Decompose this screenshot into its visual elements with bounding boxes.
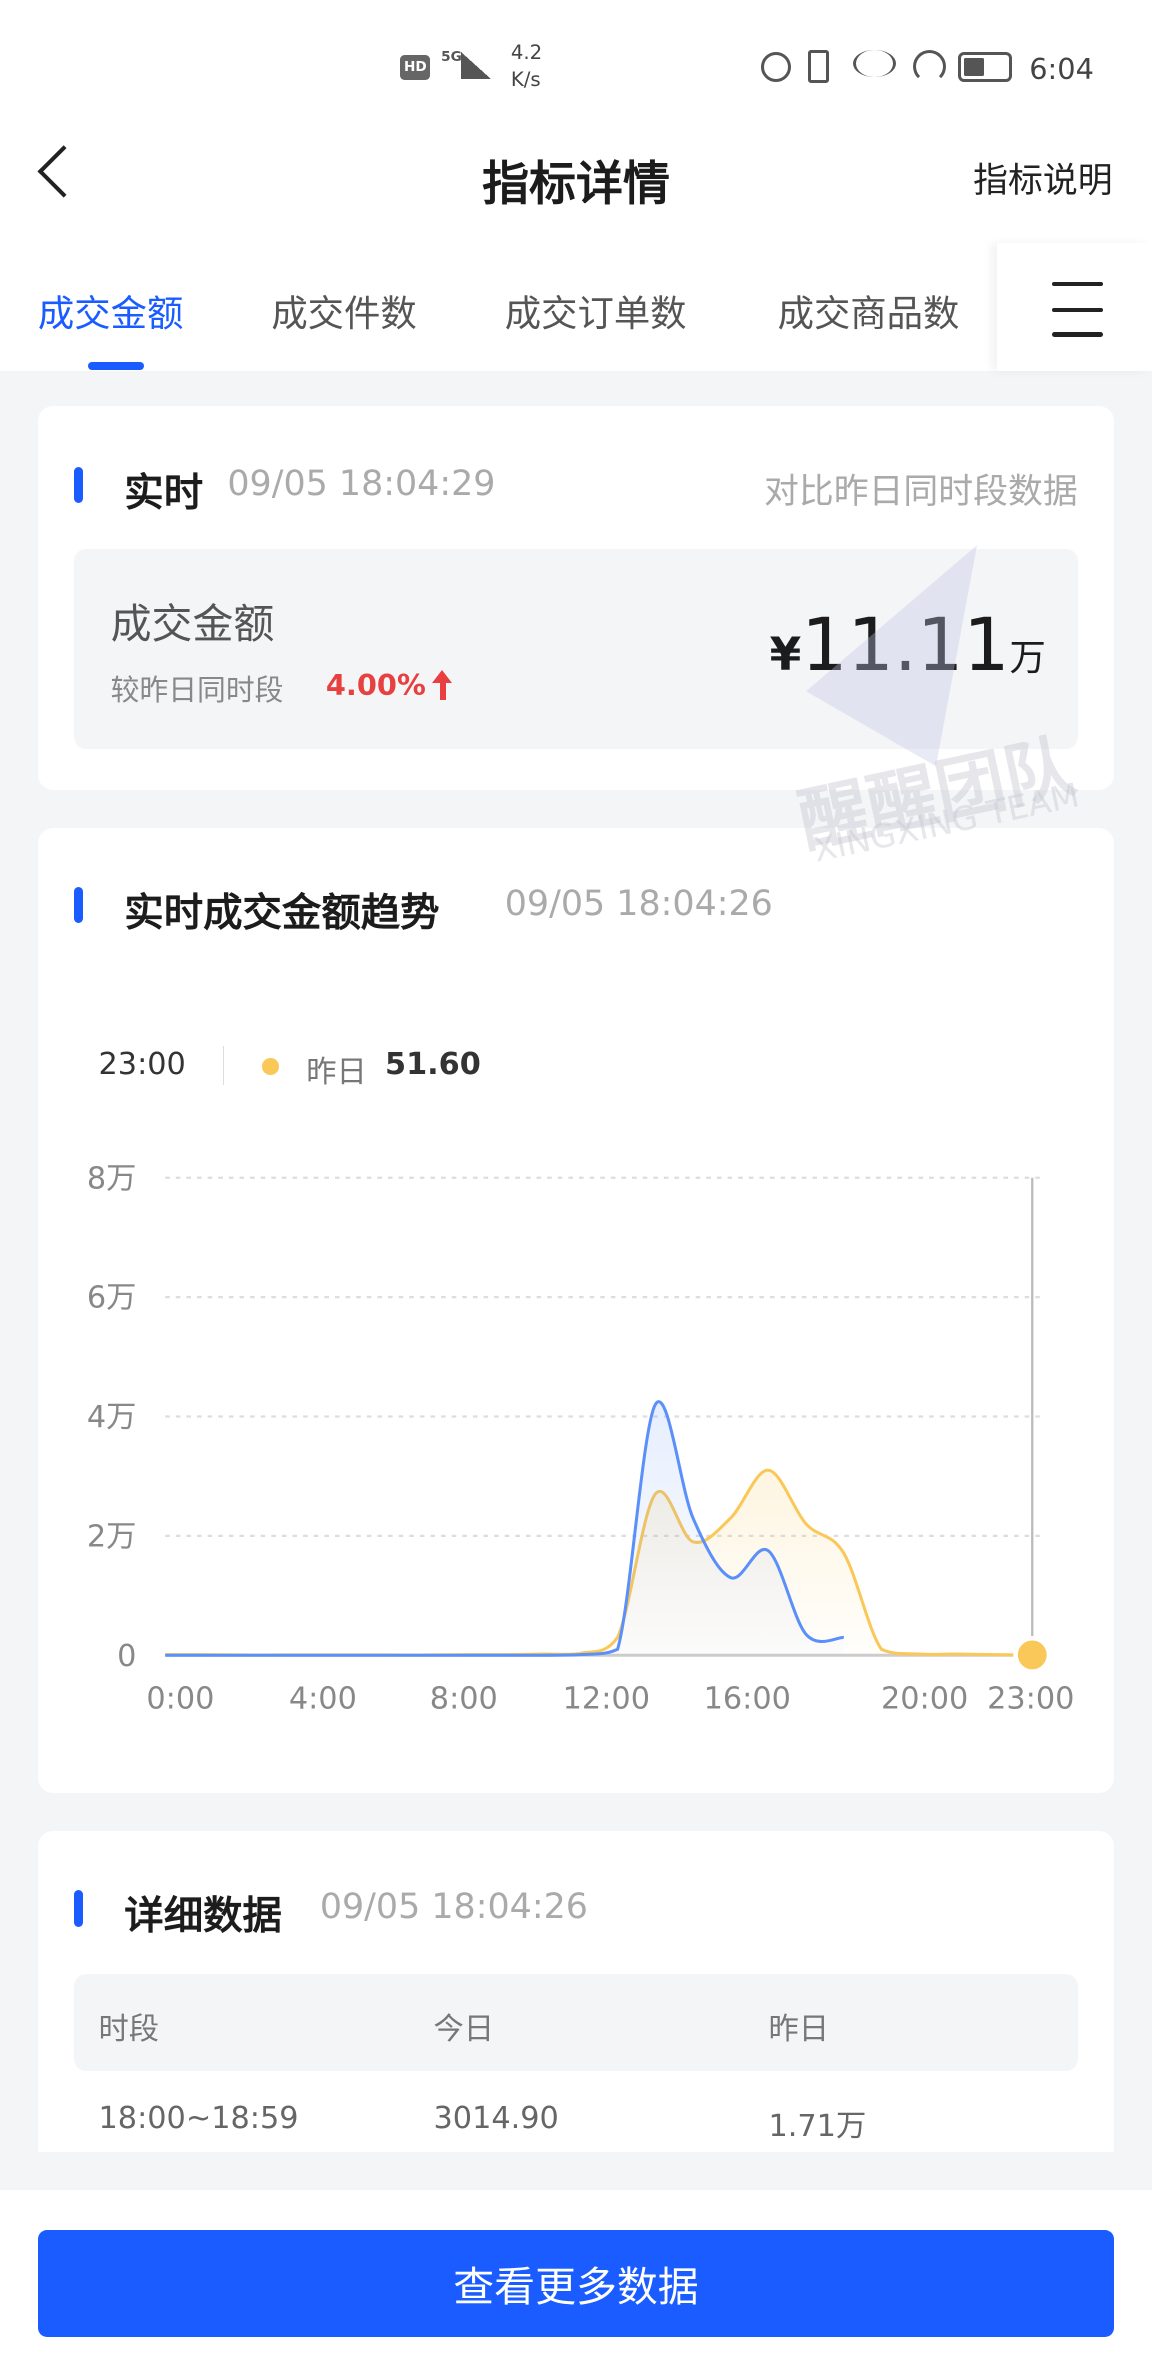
header xyxy=(0,133,1152,372)
realtime-timestamp: 09/05 18:04:29 xyxy=(227,463,496,504)
cell-period: 18:00~18:59 xyxy=(98,2100,299,2136)
series-line-today xyxy=(165,1400,844,1657)
x-tick-label: 20:00 xyxy=(881,1681,968,1716)
y-tick-label: 2万 xyxy=(87,1519,137,1554)
column-header-yesterday: 昨日 xyxy=(768,2011,830,2047)
metric-summary-box xyxy=(74,548,1078,749)
x-tick-label: 0:00 xyxy=(146,1681,214,1716)
series-area-today xyxy=(165,1401,844,1656)
y-tick-label: 4万 xyxy=(87,1400,137,1435)
currency-symbol: ¥ xyxy=(769,628,802,682)
tab-transaction-products[interactable]: 成交商品数 xyxy=(777,291,960,335)
x-tick-label: 16:00 xyxy=(704,1681,791,1716)
trend-chart[interactable]: 0 2万 4万 6万 8万 0:00 4:00 8:00 12:00 16:00 20:00 23:0… xyxy=(0,0,1152,1819)
signal-label: 5G xyxy=(441,48,462,65)
compare-label: 较昨日同时段 xyxy=(110,673,284,708)
trend-title: 实时成交金额趋势 xyxy=(124,889,440,936)
cell-yesterday: 1.71万 xyxy=(768,2108,867,2144)
detail-title: 详细数据 xyxy=(124,1893,282,1940)
metric-label: 成交金额 xyxy=(110,600,275,649)
menu-icon-line xyxy=(1051,331,1104,337)
metric-help-link[interactable]: 指标说明 xyxy=(973,161,1113,202)
detail-timestamp: 09/05 18:04:26 xyxy=(319,1887,588,1928)
signal-icon xyxy=(460,51,492,79)
column-header-today: 今日 xyxy=(433,2011,495,2047)
series-area-yesterday xyxy=(165,1470,1033,1656)
trend-card xyxy=(37,827,1115,1794)
arrow-up-icon-stem xyxy=(439,682,446,701)
speed-icon xyxy=(912,50,946,84)
x-tick-label: 8:00 xyxy=(430,1681,498,1716)
cell-today: 3014.90 xyxy=(433,2100,559,2136)
trend-timestamp: 09/05 18:04:26 xyxy=(504,883,773,924)
tooltip-divider xyxy=(222,1045,225,1086)
y-tick-label: 0 xyxy=(117,1639,136,1674)
tab-transaction-amount[interactable]: 成交金额 xyxy=(37,291,184,335)
network-speed-unit: K/s xyxy=(510,68,541,92)
realtime-title: 实时 xyxy=(124,469,204,516)
section-marker xyxy=(74,886,84,924)
menu-icon-line xyxy=(1051,307,1104,313)
section-marker xyxy=(74,466,84,504)
x-tick-label: 23:00 xyxy=(987,1681,1074,1716)
tooltip-point xyxy=(1013,1635,1052,1674)
y-tick-label: 6万 xyxy=(87,1281,137,1316)
vibrate-icon xyxy=(807,50,830,84)
tab-menu-button[interactable] xyxy=(997,242,1152,372)
tooltip-time: 23:00 xyxy=(98,1047,186,1083)
column-header-period: 时段 xyxy=(98,2011,160,2047)
network-speed: 4.2 xyxy=(510,40,543,64)
alarm-icon xyxy=(760,51,792,82)
value-unit: 万 xyxy=(1009,636,1046,680)
x-tick-label: 12:00 xyxy=(563,1681,650,1716)
menu-icon[interactable] xyxy=(1051,281,1104,287)
x-tick-label: 4:00 xyxy=(289,1681,357,1716)
tooltip-series: 昨日 xyxy=(306,1055,367,1091)
yesterday-dot-icon xyxy=(262,1058,279,1075)
tooltip-value: 51.60 xyxy=(385,1047,481,1083)
series-line-yesterday xyxy=(165,1468,1033,1657)
clock: 6:04 xyxy=(1029,51,1094,86)
arrow-up-icon xyxy=(432,670,452,683)
metric-value: ¥11.11万 xyxy=(770,603,1046,688)
tab-transaction-items[interactable]: 成交件数 xyxy=(271,291,417,335)
compare-note: 对比昨日同时段数据 xyxy=(763,471,1078,512)
page-title: 指标详情 xyxy=(482,156,670,212)
tab-transaction-orders[interactable]: 成交订单数 xyxy=(504,291,687,335)
wireless-charge-icon xyxy=(853,50,896,78)
hd-icon: HD xyxy=(400,54,431,81)
table-header xyxy=(74,1973,1078,2071)
view-more-data-button[interactable]: 查看更多数据 xyxy=(37,2229,1115,2338)
change-percent: 4.00% xyxy=(325,668,426,703)
active-tab-indicator xyxy=(87,362,144,370)
value-number: 11.11 xyxy=(801,603,1010,689)
y-tick-label: 8万 xyxy=(87,1161,137,1196)
status-bar: HD 5G 4.2 K/s 6:04 xyxy=(0,0,1152,134)
section-marker xyxy=(74,1890,84,1927)
battery-icon xyxy=(957,51,1013,82)
